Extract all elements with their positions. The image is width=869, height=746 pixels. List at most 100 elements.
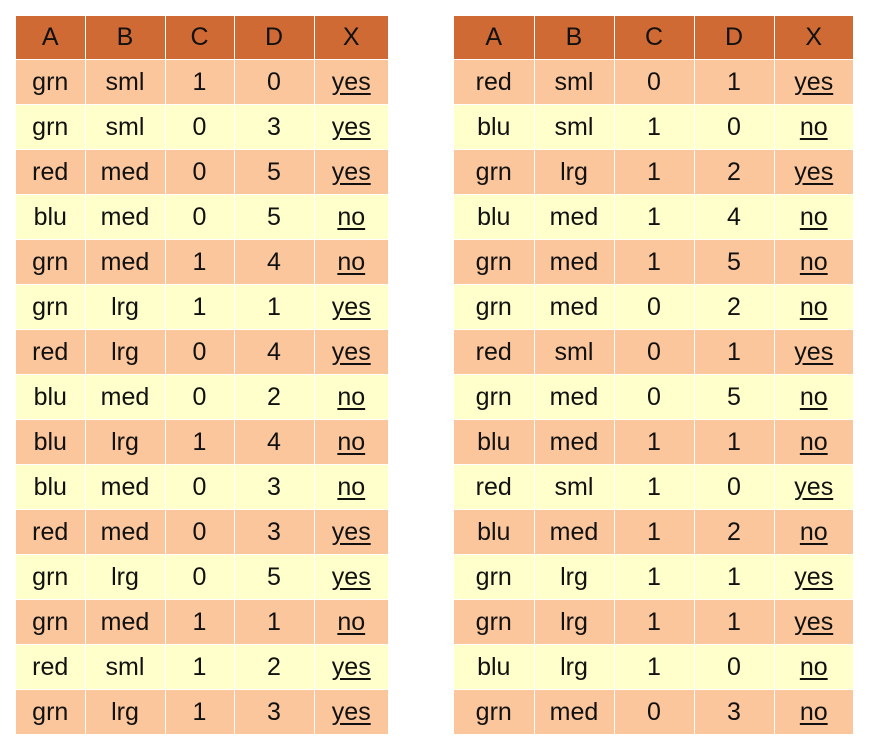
- table-cell: 3: [234, 689, 315, 735]
- table-cell: 0: [614, 59, 695, 105]
- table-cell: yes: [314, 104, 388, 150]
- table-cell: 0: [694, 464, 775, 510]
- table-row: grn lrg 1 2 yes: [454, 149, 853, 195]
- table-cell: lrg: [534, 644, 615, 690]
- table-cell: blu: [454, 194, 535, 240]
- table-cell: 0: [614, 329, 695, 375]
- table-cell: 5: [234, 149, 315, 195]
- table-row: red sml 1 2 yes: [16, 644, 388, 690]
- table-cell: yes: [314, 554, 388, 600]
- table-cell: 0: [165, 194, 235, 240]
- table-cell: 2: [234, 374, 315, 420]
- table-cell: red: [454, 59, 535, 105]
- table-cell: med: [534, 509, 615, 555]
- table-cell: no: [314, 464, 388, 510]
- table-cell: 0: [165, 149, 235, 195]
- table-row: grn med 0 3 no: [454, 689, 853, 735]
- table-cell: grn: [454, 284, 535, 330]
- table-cell: lrg: [85, 419, 166, 465]
- table-cell: med: [85, 374, 166, 420]
- table-cell: med: [85, 599, 166, 645]
- table-cell: 1: [614, 554, 695, 600]
- table-row: blu lrg 1 4 no: [16, 419, 388, 465]
- table-cell: grn: [16, 554, 86, 600]
- table-cell: red: [16, 644, 86, 690]
- table-cell: 5: [234, 554, 315, 600]
- table-cell: no: [774, 194, 853, 240]
- table-cell: med: [534, 374, 615, 420]
- table-cell: 0: [614, 689, 695, 735]
- table-cell: 0: [165, 554, 235, 600]
- table-cell: red: [454, 329, 535, 375]
- table-cell: red: [16, 329, 86, 375]
- table-cell: 0: [694, 644, 775, 690]
- table-cell: blu: [16, 194, 86, 240]
- table-cell: 1: [165, 644, 235, 690]
- table-cell: blu: [454, 509, 535, 555]
- table-cell: 2: [234, 644, 315, 690]
- table-cell: med: [534, 689, 615, 735]
- table-row: grn lrg 1 1 yes: [16, 284, 388, 330]
- table-cell: 2: [694, 509, 775, 555]
- table-cell: 1: [165, 59, 235, 105]
- table-cell: yes: [774, 329, 853, 375]
- table-row: blu med 1 2 no: [454, 509, 853, 555]
- table-row: red sml 0 1 yes: [454, 329, 853, 375]
- table-cell: 1: [165, 689, 235, 735]
- table-cell: 2: [694, 284, 775, 330]
- table-cell: sml: [85, 104, 166, 150]
- table-cell: 1: [694, 329, 775, 375]
- table-cell: 3: [694, 689, 775, 735]
- table-row: grn med 0 2 no: [454, 284, 853, 330]
- table-cell: yes: [314, 689, 388, 735]
- table-cell: 1: [614, 149, 695, 195]
- table-cell: 0: [234, 59, 315, 105]
- table-cell: 3: [234, 509, 315, 555]
- table-cell: 0: [165, 329, 235, 375]
- table-cell: lrg: [534, 554, 615, 600]
- table-cell: 1: [614, 239, 695, 285]
- table-cell: blu: [454, 644, 535, 690]
- column-header-2: C: [614, 16, 695, 60]
- table-row: blu lrg 1 0 no: [454, 644, 853, 690]
- table-row: grn med 0 5 no: [454, 374, 853, 420]
- table-cell: med: [85, 509, 166, 555]
- table-cell: 1: [694, 59, 775, 105]
- table-cell: sml: [85, 59, 166, 105]
- table-cell: 2: [694, 149, 775, 195]
- table-cell: sml: [534, 104, 615, 150]
- table-row: blu med 1 1 no: [454, 419, 853, 465]
- table-cell: 4: [694, 194, 775, 240]
- table-cell: yes: [774, 554, 853, 600]
- table-row: grn med 1 1 no: [16, 599, 388, 645]
- table-cell: no: [774, 374, 853, 420]
- table-cell: yes: [774, 464, 853, 510]
- table-cell: grn: [16, 599, 86, 645]
- table-cell: grn: [454, 689, 535, 735]
- table-cell: lrg: [534, 599, 615, 645]
- table-cell: no: [774, 644, 853, 690]
- table-row: grn med 1 5 no: [454, 239, 853, 285]
- table-cell: 4: [234, 329, 315, 375]
- table-cell: sml: [534, 464, 615, 510]
- table-cell: grn: [454, 239, 535, 285]
- table-cell: blu: [16, 419, 86, 465]
- table-cell: red: [16, 149, 86, 195]
- table-cell: 1: [614, 104, 695, 150]
- table-row: grn lrg 0 5 yes: [16, 554, 388, 600]
- table-cell: 0: [614, 284, 695, 330]
- table-cell: 0: [165, 509, 235, 555]
- table-cell: grn: [454, 554, 535, 600]
- table-cell: yes: [314, 644, 388, 690]
- table-cell: 0: [165, 374, 235, 420]
- table-cell: 4: [234, 419, 315, 465]
- table-row: red med 0 5 yes: [16, 149, 388, 195]
- table-cell: yes: [314, 509, 388, 555]
- table-row: grn sml 1 0 yes: [16, 59, 388, 105]
- table-cell: med: [534, 194, 615, 240]
- table-cell: 1: [614, 509, 695, 555]
- table-cell: med: [534, 284, 615, 330]
- table-cell: grn: [16, 239, 86, 285]
